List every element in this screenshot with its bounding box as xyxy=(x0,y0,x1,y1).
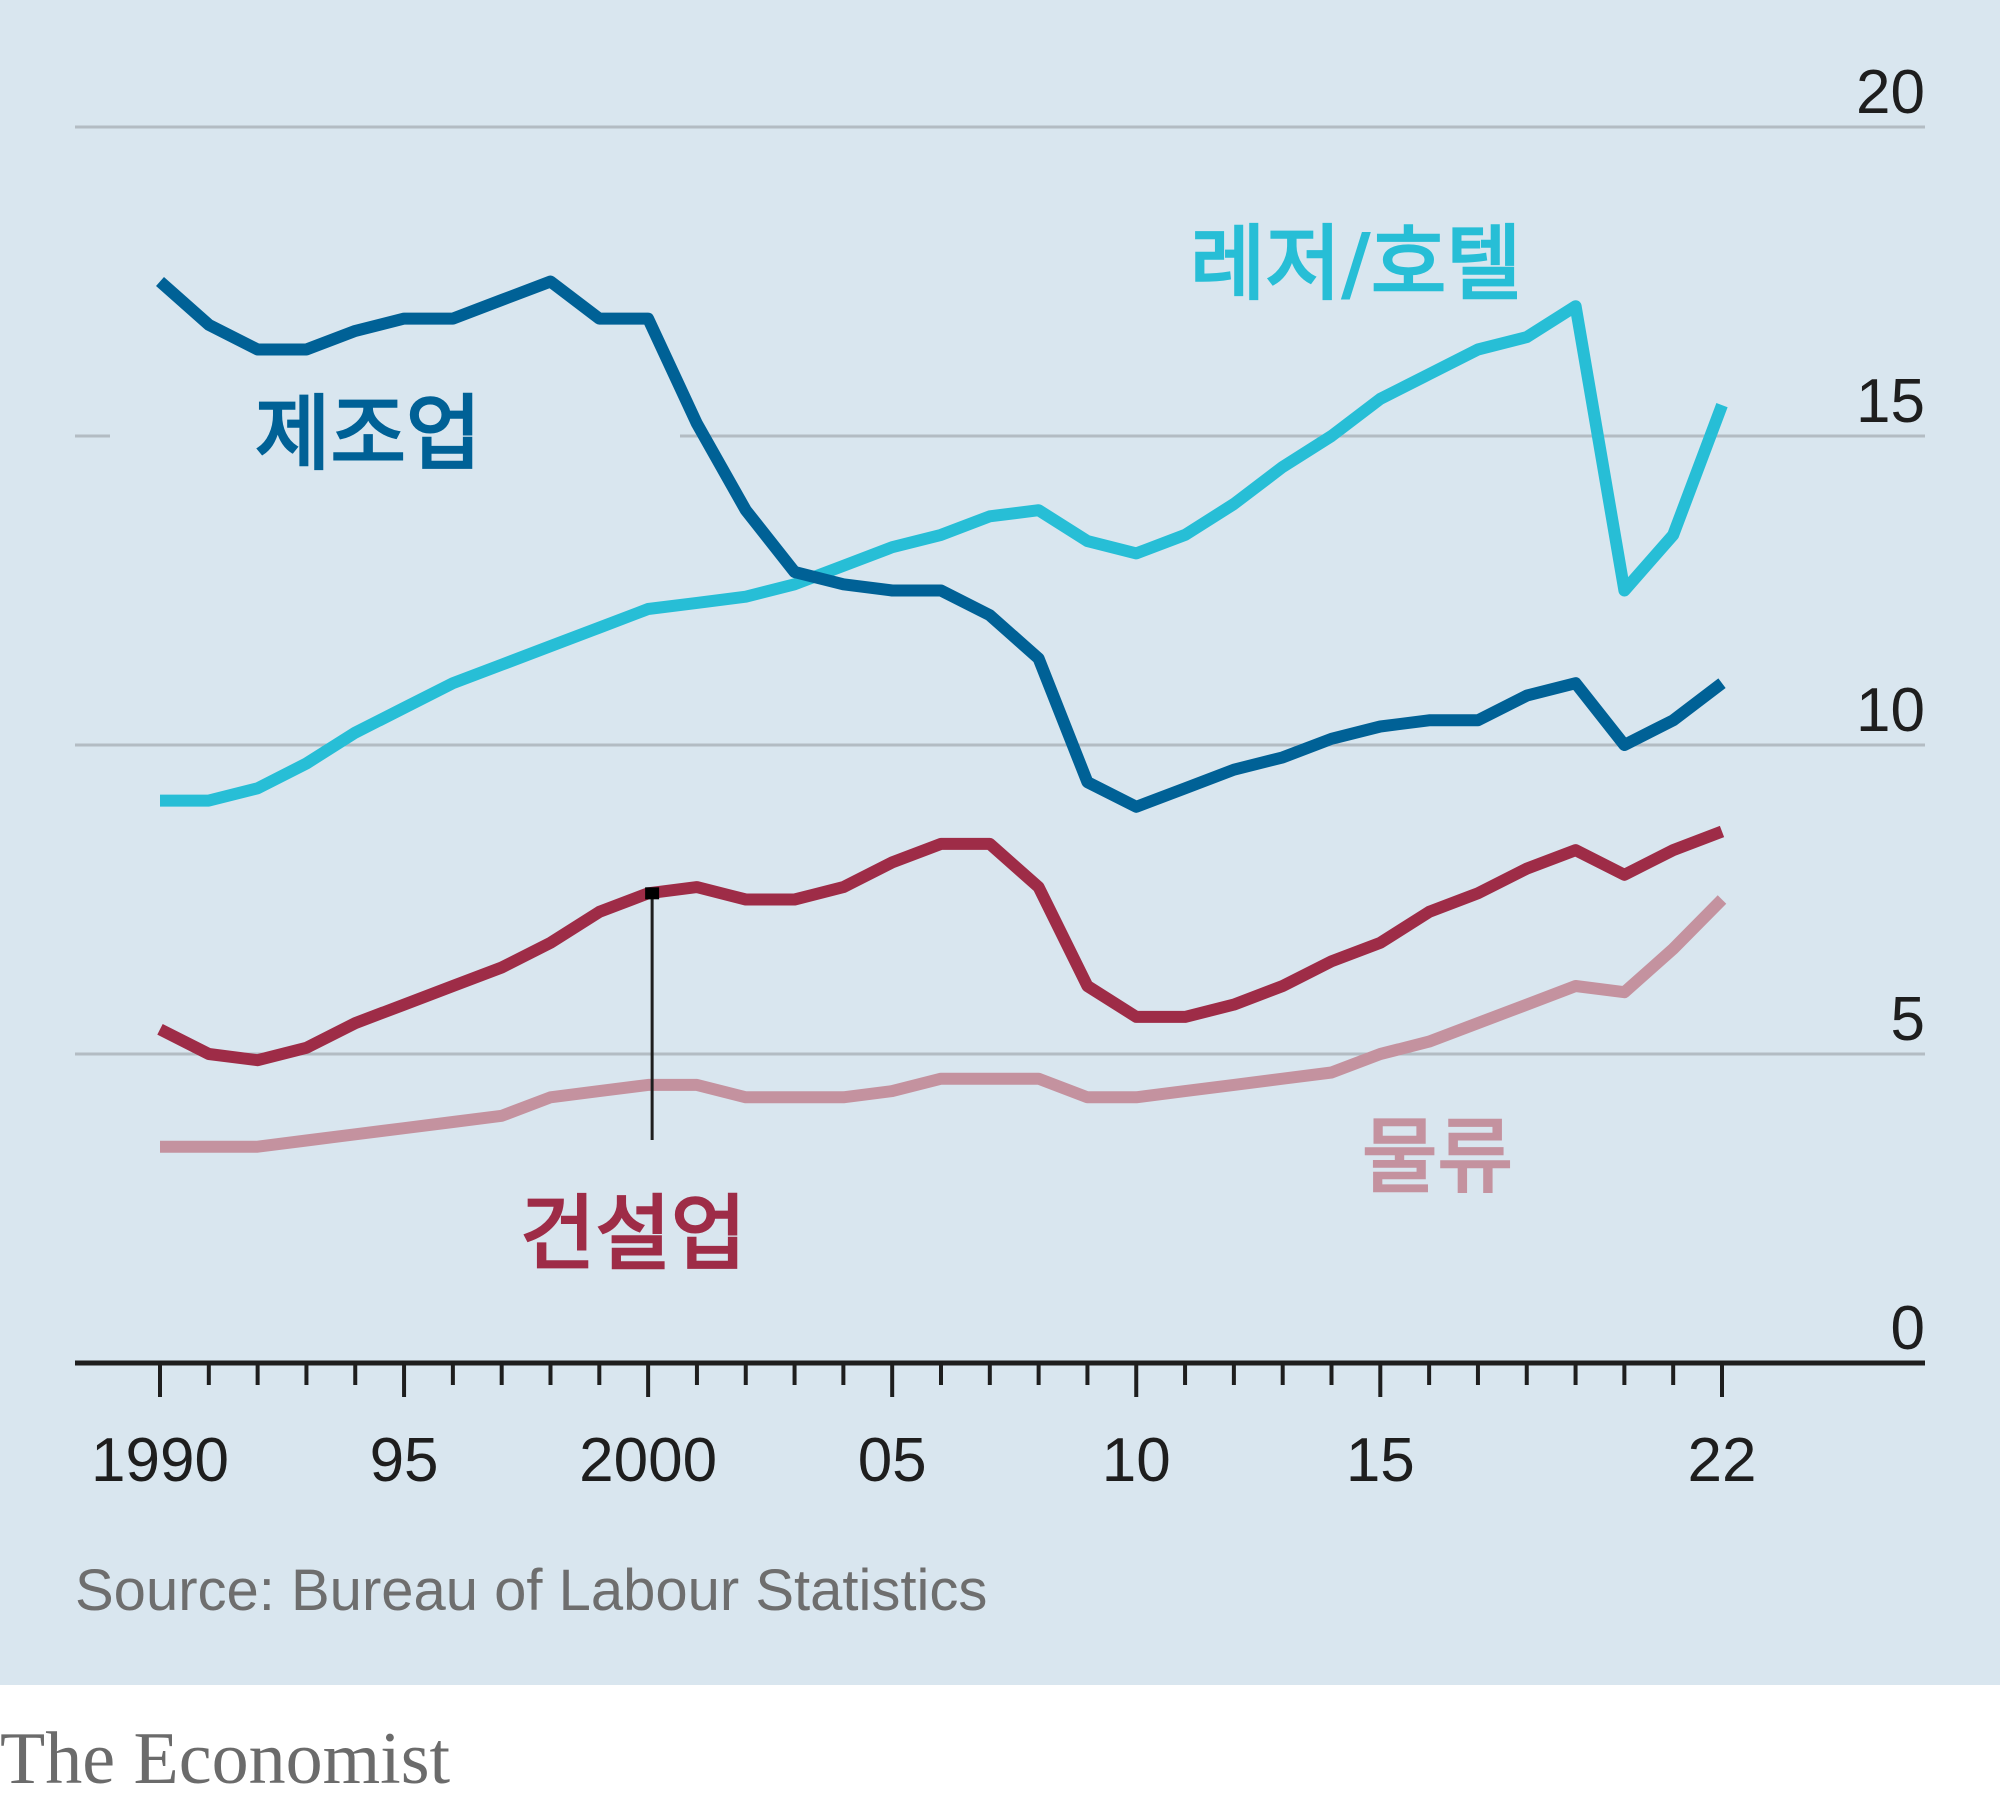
series-label-1: 레저/호텔 xyxy=(1190,217,1522,312)
x-tick-label: 10 xyxy=(1102,1426,1171,1495)
x-tick-label: 95 xyxy=(370,1426,439,1495)
y-tick-label: 20 xyxy=(1856,58,1925,127)
y-axis-labels: 0 5 10 15 20 xyxy=(1856,58,1925,1363)
annotation-dot xyxy=(645,887,660,900)
y-tick-label: 15 xyxy=(1856,367,1925,436)
series-line-3 xyxy=(160,895,1727,1153)
series-line-1 xyxy=(160,300,1728,807)
y-tick-label: 0 xyxy=(1891,1294,1925,1363)
x-tick-label: 05 xyxy=(858,1426,927,1495)
series-label-2: 건설업 xyxy=(520,1187,746,1282)
chart-background xyxy=(0,0,2000,1685)
y-tick-label: 10 xyxy=(1856,676,1925,745)
gridlines xyxy=(75,125,1925,1056)
series-lines xyxy=(156,275,1728,1153)
series-line-2 xyxy=(157,825,1725,1067)
series-line-0 xyxy=(156,275,1726,813)
source-note: Source: Bureau of Labour Statistics xyxy=(75,1558,987,1623)
series-label-3: 물류 xyxy=(1362,1110,1513,1205)
series-label-0: 제조업 xyxy=(255,387,481,482)
y-tick-label: 5 xyxy=(1891,985,1925,1054)
x-tick-label: 2000 xyxy=(579,1426,717,1495)
x-tick-label: 1990 xyxy=(91,1426,229,1495)
label-mask xyxy=(110,375,680,505)
x-axis: 1990 95 2000 05 10 15 22 xyxy=(75,1360,1925,1495)
publisher-logo: The Economist xyxy=(0,1718,451,1800)
x-tick-label: 15 xyxy=(1346,1426,1415,1495)
x-tick-label: 22 xyxy=(1688,1426,1757,1495)
